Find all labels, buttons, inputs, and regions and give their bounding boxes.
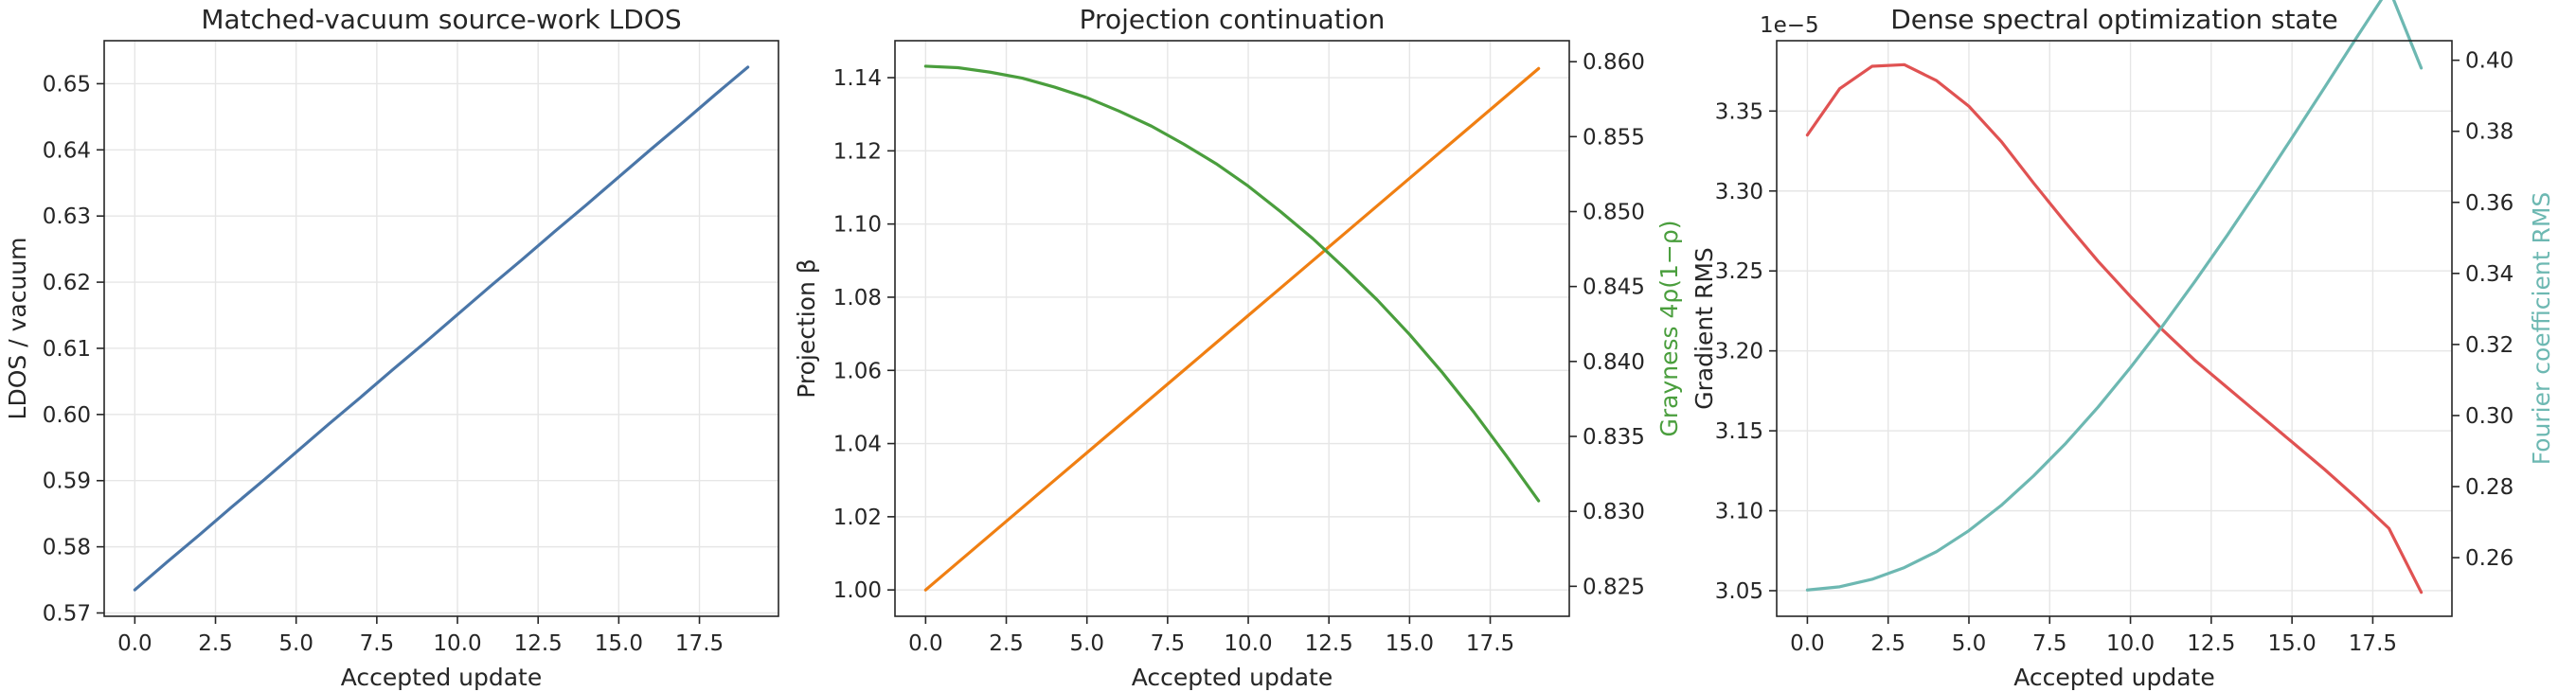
y-axis-label: LDOS / vacuum — [4, 238, 31, 420]
y-tick-label: 0.61 — [43, 337, 91, 362]
y-tick-label: 3.20 — [1715, 340, 1763, 364]
x-tick-label: 17.5 — [1466, 631, 1514, 656]
x-tick-label: 2.5 — [1870, 631, 1905, 656]
x-tick-label: 12.5 — [2187, 631, 2235, 656]
y2-tick-label: 0.32 — [2465, 333, 2513, 358]
y-tick-label: 0.58 — [43, 536, 91, 560]
plot-frame — [103, 40, 779, 617]
y-tick-label: 0.60 — [43, 403, 91, 428]
y-tick-label: 3.25 — [1715, 259, 1763, 284]
y-tick-label: 0.62 — [43, 271, 91, 295]
x-tick-label: 10.0 — [2106, 631, 2155, 656]
series-line-2 — [1805, 0, 2424, 592]
series-line-2 — [923, 64, 1541, 503]
y2-tick-label: 0.840 — [1583, 350, 1645, 375]
x-tick-label: 12.5 — [514, 631, 563, 656]
y-tick-label: 1.12 — [833, 139, 882, 164]
series-line-1 — [1805, 62, 2424, 594]
plot-frame — [1776, 40, 2453, 617]
x-tick-label: 0.0 — [908, 631, 943, 656]
x-tick-label: 0.0 — [1790, 631, 1825, 656]
x-tick-label: 10.0 — [1224, 631, 1272, 656]
x-tick-label: 17.5 — [2349, 631, 2397, 656]
y-tick-label: 3.15 — [1715, 419, 1763, 444]
x-tick-label: 15.0 — [1386, 631, 1434, 656]
y2-tick-label: 0.38 — [2465, 120, 2513, 145]
x-axis-label: Accepted update — [341, 664, 543, 691]
y-axis-label: Projection β — [793, 258, 820, 399]
y-tick-label: 1.08 — [833, 286, 882, 311]
x-axis-label: Accepted update — [2013, 664, 2215, 691]
y2-tick-label: 0.845 — [1583, 275, 1645, 300]
x-tick-label: 15.0 — [595, 631, 643, 656]
x-tick-label: 7.5 — [360, 631, 395, 656]
series-line-1 — [923, 66, 1541, 592]
series-line-1 — [133, 65, 750, 592]
y-tick-label: 1.14 — [833, 66, 882, 91]
y2-tick-label: 0.835 — [1583, 425, 1645, 450]
y2-tick-label: 0.850 — [1583, 201, 1645, 225]
y2-tick-label: 0.830 — [1583, 500, 1645, 524]
plot-frame — [894, 40, 1570, 617]
y-axis-label: Gradient RMS — [1690, 247, 1718, 410]
y2-axis-label: Grayness 4ρ(1−ρ) — [1655, 221, 1683, 437]
y2-axis-label: Fourier coefficient RMS — [2528, 192, 2555, 466]
y-tick-label: 3.05 — [1715, 579, 1763, 604]
x-tick-label: 0.0 — [117, 631, 152, 656]
y-tick-label: 0.63 — [43, 204, 91, 229]
y-tick-label: 0.57 — [43, 602, 91, 627]
x-tick-label: 2.5 — [198, 631, 233, 656]
chart-title: Dense spectral optimization state — [1890, 4, 2338, 35]
x-tick-label: 7.5 — [1151, 631, 1186, 656]
y-tick-label: 3.30 — [1715, 180, 1763, 204]
chart-title: Matched-vacuum source-work LDOS — [201, 4, 681, 35]
x-tick-label: 5.0 — [1952, 631, 1987, 656]
x-tick-label: 2.5 — [989, 631, 1024, 656]
y2-tick-label: 0.825 — [1583, 575, 1645, 599]
y2-tick-label: 0.30 — [2465, 404, 2513, 429]
x-tick-label: 7.5 — [2032, 631, 2067, 656]
x-axis-label: Accepted update — [1132, 664, 1333, 691]
y-tick-label: 1.06 — [833, 359, 882, 383]
x-tick-label: 5.0 — [278, 631, 313, 656]
chart-title: Projection continuation — [1080, 4, 1386, 35]
y-tick-label: 1.10 — [833, 213, 882, 238]
chart-panel-1: 0.0 2.5 5.0 7.5 10.0 12.5 15.0 17.5 0.57 0.58 0.59… — [4, 4, 779, 691]
y2-tick-label: 0.40 — [2465, 49, 2513, 74]
x-tick-label: 17.5 — [675, 631, 724, 656]
y2-tick-label: 0.26 — [2465, 546, 2513, 571]
y-tick-label: 0.65 — [43, 72, 91, 97]
chart-panel-3: 0.0 2.5 5.0 7.5 10.0 12.5 15.0 17.5 3.05 3.10 3.15… — [1690, 0, 2555, 691]
y-tick-label: 3.10 — [1715, 500, 1763, 524]
y-tick-label: 1.02 — [833, 506, 882, 530]
x-tick-label: 12.5 — [1305, 631, 1353, 656]
y2-tick-label: 0.34 — [2465, 262, 2513, 287]
chart-panel-2: 0.0 2.5 5.0 7.5 10.0 12.5 15.0 17.5 1.00 1.02 1.04… — [793, 4, 1683, 691]
y-tick-label: 3.35 — [1715, 99, 1763, 124]
y-tick-label: 0.59 — [43, 470, 91, 494]
y2-tick-label: 0.855 — [1583, 125, 1645, 150]
x-tick-label: 5.0 — [1069, 631, 1104, 656]
y-tick-label: 1.00 — [833, 578, 882, 603]
y2-tick-label: 0.36 — [2465, 191, 2513, 216]
y2-tick-label: 0.860 — [1583, 50, 1645, 75]
x-tick-label: 15.0 — [2268, 631, 2317, 656]
y2-tick-label: 0.28 — [2465, 475, 2513, 500]
x-tick-label: 10.0 — [433, 631, 481, 656]
y-offset-label: 1e−5 — [1760, 13, 1819, 38]
y-tick-label: 1.04 — [833, 433, 882, 457]
y-tick-label: 0.64 — [43, 138, 91, 163]
